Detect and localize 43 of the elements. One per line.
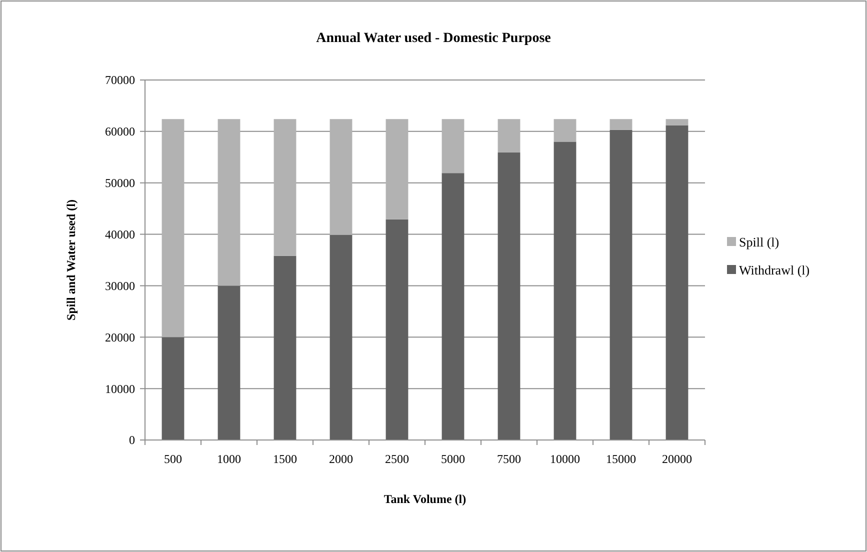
x-tick-label: 1500 <box>273 452 297 466</box>
y-tick-label: 50000 <box>105 176 135 190</box>
y-axis-title: Spill and Water used (l) <box>64 200 78 320</box>
x-tick-label: 500 <box>164 452 182 466</box>
x-tick-label: 5000 <box>441 452 465 466</box>
bar <box>330 119 352 235</box>
legend-label: Spill (l) <box>739 234 780 250</box>
x-tick-label: 7500 <box>497 452 521 466</box>
y-tick-label: 70000 <box>105 73 135 88</box>
x-tick-label: 15000 <box>606 452 636 466</box>
bar <box>666 125 688 440</box>
x-tick-label: 2000 <box>329 452 353 466</box>
bar <box>162 119 184 338</box>
bar <box>218 119 240 286</box>
y-tick-label: 60000 <box>105 124 135 139</box>
y-tick-label: 40000 <box>105 227 135 242</box>
y-tick-label: 20000 <box>105 330 135 344</box>
bar <box>442 173 464 440</box>
bar <box>386 119 408 220</box>
bar <box>666 119 688 126</box>
y-tick-label: 10000 <box>105 382 135 396</box>
x-tick-label: 1000 <box>217 452 241 466</box>
x-tick-label: 20000 <box>662 452 692 466</box>
bar <box>554 142 576 440</box>
bar <box>330 234 352 440</box>
x-axis-title: Tank Volume (l) <box>384 492 466 506</box>
bar <box>442 119 464 174</box>
bar <box>498 119 520 153</box>
bar <box>386 219 408 440</box>
legend-label: Withdrawl (l) <box>739 262 810 278</box>
bar <box>274 119 296 256</box>
bar <box>610 119 632 130</box>
bar <box>218 286 240 440</box>
x-tick-label: 2500 <box>385 452 409 466</box>
bar <box>610 130 632 440</box>
bar <box>554 119 576 142</box>
y-tick-label: 30000 <box>105 278 135 293</box>
bar <box>162 337 184 440</box>
bar <box>274 256 296 440</box>
x-tick-label: 10000 <box>550 452 580 466</box>
y-tick-label: 0 <box>129 433 135 448</box>
chart-title: Annual Water used - Domestic Purpose <box>316 31 551 46</box>
bar <box>498 152 520 440</box>
